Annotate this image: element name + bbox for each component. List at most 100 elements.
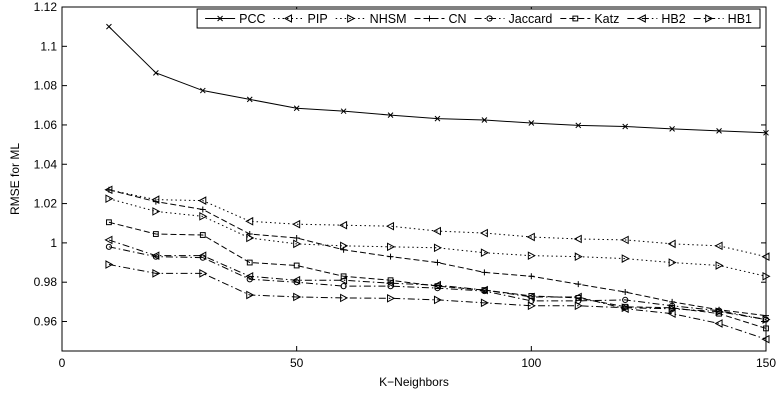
series-line [108, 189, 767, 317]
x-tick-label: 100 [521, 356, 541, 370]
data-point [245, 216, 254, 226]
data-point [714, 241, 723, 251]
data-point [152, 207, 161, 216]
series-line [108, 221, 767, 329]
data-point [246, 96, 253, 103]
data-point [528, 273, 535, 280]
data-point [528, 120, 535, 126]
data-point [526, 292, 535, 302]
y-axis-label: RMSE for ML [8, 143, 22, 215]
data-point [387, 112, 394, 118]
data-point [715, 307, 724, 317]
data-point [106, 219, 112, 226]
legend: PCC PIP NHSM CN Jaccard Katz HB2 HB1 [196, 8, 761, 29]
data-point [527, 251, 536, 261]
data-point [574, 301, 583, 311]
y-tick-label: 0.96 [34, 315, 58, 329]
data-point [198, 196, 207, 205]
data-point [152, 231, 159, 237]
data-point [481, 269, 488, 276]
data-point [716, 127, 722, 134]
data-point [340, 246, 347, 253]
data-point [198, 251, 207, 261]
series-layer [104, 23, 771, 344]
y-tick-label: 1.1 [40, 39, 57, 53]
y-tick-label: 1.08 [34, 79, 58, 93]
y-tick-label: 1.04 [34, 157, 58, 171]
data-point [340, 293, 349, 303]
data-point [667, 309, 676, 318]
legend-label: PIP [308, 12, 328, 26]
legend-item-nhsm: NHSM [335, 12, 407, 26]
data-point [480, 298, 489, 308]
legend-marker [217, 15, 223, 22]
data-point [340, 283, 347, 290]
data-point [526, 232, 535, 242]
data-point [246, 259, 253, 266]
data-point [716, 310, 722, 317]
data-point [669, 126, 675, 132]
y-tick-label: 0.98 [34, 275, 58, 289]
y-tick-label: 1.06 [34, 118, 58, 132]
y-tick-label: 1.12 [34, 0, 58, 14]
data-point [246, 290, 255, 300]
legend-item-pcc: PCC [205, 12, 266, 26]
data-point [668, 258, 677, 267]
data-point [481, 117, 488, 123]
data-point [667, 239, 676, 249]
data-point [622, 123, 629, 130]
legend-label: PCC [239, 12, 265, 26]
data-point [104, 235, 113, 245]
data-point [434, 115, 441, 122]
data-point [620, 235, 629, 245]
legend-item-jaccard: Jaccard [474, 12, 552, 26]
data-point [622, 296, 629, 303]
legend-item-katz: Katz [560, 12, 619, 26]
x-tick-label: 150 [756, 356, 776, 370]
data-point [620, 304, 629, 314]
data-point [106, 23, 112, 30]
data-point [199, 87, 206, 94]
legend-label: HB1 [728, 12, 752, 26]
data-point [105, 194, 114, 203]
data-point [433, 243, 443, 253]
data-point [199, 206, 206, 213]
data-point [621, 303, 630, 313]
data-point [199, 232, 206, 238]
data-point [479, 285, 488, 295]
series-line [108, 198, 767, 277]
data-point [105, 243, 113, 250]
data-point [152, 198, 159, 205]
data-point [387, 253, 394, 260]
x-tick-label: 50 [290, 356, 304, 370]
plot-frame [61, 6, 767, 352]
series-line [108, 239, 767, 340]
legend-label: HB2 [661, 12, 685, 26]
legend-label: Katz [594, 12, 619, 26]
data-point [387, 293, 396, 303]
legend-marker [572, 15, 579, 22]
data-point [668, 304, 677, 314]
data-point [432, 226, 441, 236]
legend-marker [705, 14, 714, 23]
data-point [339, 220, 348, 230]
plot-area-background [62, 7, 766, 351]
data-point [245, 271, 254, 281]
data-point [433, 295, 443, 305]
series-line [108, 264, 767, 321]
data-point [669, 298, 676, 305]
data-point [340, 108, 347, 115]
data-point [573, 234, 582, 244]
data-point [293, 234, 300, 241]
data-point [385, 278, 395, 288]
data-point [621, 254, 630, 263]
data-point [292, 219, 301, 229]
data-point [105, 260, 114, 269]
data-point [622, 289, 629, 296]
data-point [339, 275, 348, 285]
data-point [246, 231, 253, 238]
legend-label: NHSM [370, 12, 407, 26]
data-point [715, 261, 724, 270]
series-pcc [106, 23, 769, 136]
